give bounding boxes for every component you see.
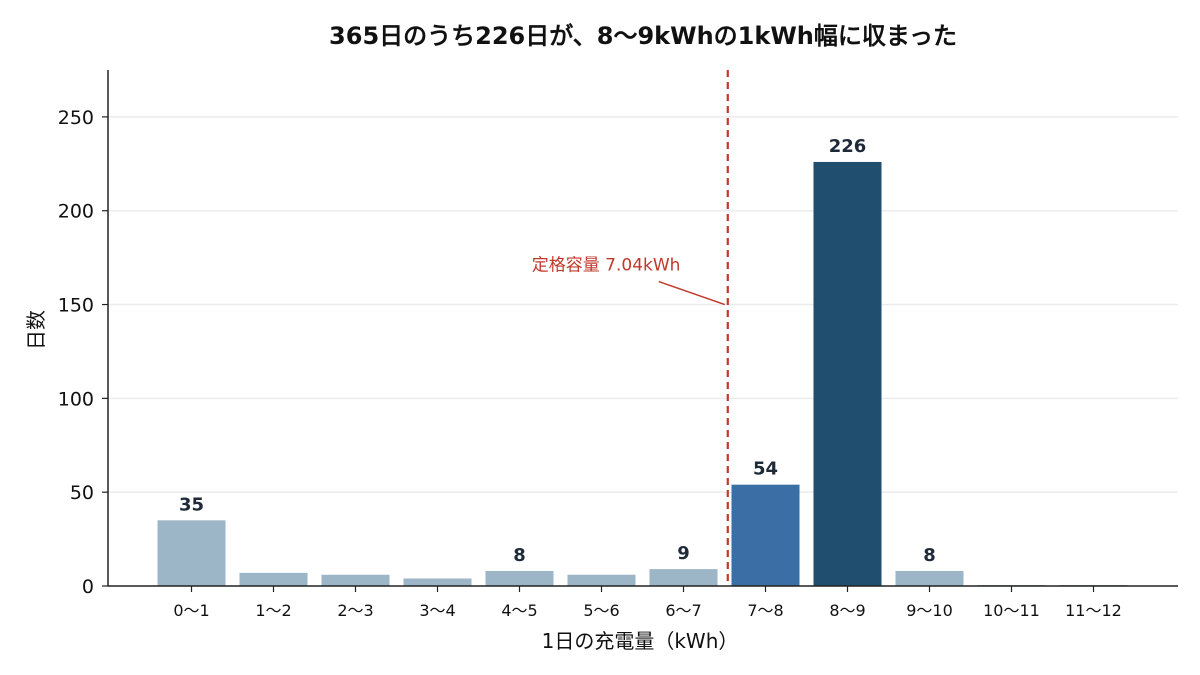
data-labels: 35 8 9 54 226 8: [179, 136, 936, 566]
y-axis-label: 日数: [24, 310, 48, 350]
x-tick-label: 10〜11: [983, 601, 1040, 620]
bars: [157, 161, 1128, 586]
y-tick-label: 200: [58, 201, 94, 223]
reference-line-label: 定格容量 7.04kWh: [532, 256, 681, 276]
data-label-8〜9: 226: [829, 136, 867, 157]
x-tick-label: 9〜10: [906, 601, 953, 620]
data-label-9〜10: 8: [923, 545, 936, 566]
x-tick-label: 6〜7: [665, 601, 701, 620]
x-tick-label: 1〜2: [255, 601, 291, 620]
bar-7〜8: [731, 484, 800, 586]
annotation-arrow: [658, 280, 726, 306]
x-tick-label: 4〜5: [501, 601, 537, 620]
bar-3〜4: [403, 578, 472, 586]
x-axis-label: 1日の充電量（kWh）: [542, 629, 739, 653]
y-tick-label: 100: [58, 388, 94, 410]
bar-5〜6: [567, 574, 636, 586]
bar-1〜2: [239, 572, 308, 586]
data-label-0〜1: 35: [179, 494, 204, 515]
bar-8〜9: [813, 161, 882, 586]
x-axis-ticks: 0〜1 1〜2 2〜3 3〜4 4〜5 5〜6 6〜7 7〜8 8〜9 9〜10 10〜11 11〜1…: [173, 586, 1122, 620]
chart-title: 365日のうち226日が、8〜9kWhの1kWh幅に収まった: [329, 22, 957, 50]
grid-lines: [108, 116, 1178, 493]
x-tick-label: 2〜3: [337, 601, 373, 620]
y-tick-label: 250: [58, 107, 94, 129]
data-label-6〜7: 9: [677, 543, 690, 564]
data-label-7〜8: 54: [753, 459, 778, 480]
x-tick-label: 8〜9: [829, 601, 865, 620]
reference-line-group: 定格容量 7.04kWh: [532, 70, 729, 586]
bar-2〜3: [321, 574, 390, 586]
x-tick-label: 3〜4: [419, 601, 455, 620]
x-tick-label: 7〜8: [747, 601, 783, 620]
x-tick-label: 5〜6: [583, 601, 619, 620]
bar-6〜7: [649, 569, 718, 586]
bar-9〜10: [895, 570, 964, 586]
y-axis-ticks: 0 50 100 150 200 250: [58, 107, 108, 598]
bar-0〜1: [157, 520, 226, 586]
y-tick-label: 50: [70, 482, 94, 504]
y-tick-label: 150: [58, 295, 94, 317]
x-tick-label: 11〜12: [1065, 601, 1122, 620]
bar-4〜5: [485, 570, 554, 586]
data-label-4〜5: 8: [513, 545, 526, 566]
y-tick-label: 0: [82, 576, 94, 598]
x-tick-label: 0〜1: [173, 601, 209, 620]
